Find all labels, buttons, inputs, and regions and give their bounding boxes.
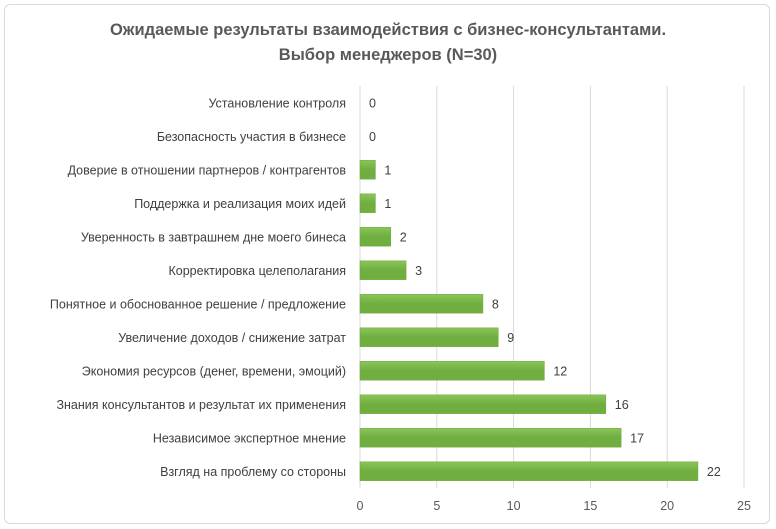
- data-label: 17: [630, 431, 644, 445]
- category-label: Знания консультантов и результат их прим…: [56, 398, 346, 412]
- category-label: Понятное и обоснованное решение / предло…: [50, 297, 346, 311]
- data-label: 12: [553, 364, 567, 378]
- data-label: 0: [369, 96, 376, 110]
- bar: [359, 160, 376, 180]
- x-tick-label: 0: [357, 499, 364, 513]
- data-label: 1: [384, 197, 391, 211]
- bar: [359, 361, 545, 381]
- x-tick-label: 10: [507, 499, 521, 513]
- data-label: 22: [707, 465, 721, 479]
- category-label: Уверенность в завтрашнем дне моего бинес…: [81, 230, 346, 244]
- chart-title-line-2: Выбор менеджеров (N=30): [278, 46, 498, 64]
- data-label: 2: [400, 230, 407, 244]
- data-label: 8: [492, 297, 499, 311]
- data-label: 3: [415, 264, 422, 278]
- bar: [359, 227, 392, 247]
- data-label: 0: [369, 130, 376, 144]
- bar: [359, 294, 484, 314]
- x-tick-label: 25: [737, 499, 751, 513]
- bar: [359, 193, 376, 213]
- category-label: Увеличение доходов / снижение затрат: [118, 331, 346, 345]
- category-label: Безопасность участия в бизнесе: [157, 130, 346, 144]
- x-tick-label: 5: [433, 499, 440, 513]
- data-label: 16: [615, 398, 629, 412]
- chart-title: Ожидаемые результаты взаимодействия с би…: [0, 18, 776, 68]
- gridlines: [359, 86, 745, 488]
- category-label: Корректировка целеполагания: [168, 264, 346, 278]
- data-label: 9: [507, 331, 514, 345]
- category-label: Поддержка и реализация моих идей: [134, 197, 346, 211]
- x-axis-tick-labels: 0 5 10 15 20 25: [357, 499, 751, 513]
- category-label: Независимое экспертное мнение: [153, 431, 346, 445]
- data-label: 1: [384, 163, 391, 177]
- bars: [359, 160, 699, 481]
- bar: [359, 428, 622, 448]
- category-label: Экономия ресурсов (денег, времени, эмоци…: [82, 364, 346, 378]
- chart-frame: [4, 4, 770, 524]
- chart-title-line-1: Ожидаемые результаты взаимодействия с би…: [109, 21, 667, 39]
- x-tick-label: 20: [660, 499, 674, 513]
- bar: [359, 327, 499, 347]
- category-label: Взгляд на проблему со стороны: [160, 465, 346, 479]
- category-label: Установление контроля: [208, 96, 346, 110]
- bar: [359, 260, 407, 280]
- bar: [359, 394, 607, 414]
- category-labels: Установление контроля Безопасность участи…: [50, 96, 346, 479]
- category-label: Доверие в отношении партнеров / контраге…: [68, 163, 347, 177]
- bar: [359, 461, 699, 481]
- x-tick-label: 15: [583, 499, 597, 513]
